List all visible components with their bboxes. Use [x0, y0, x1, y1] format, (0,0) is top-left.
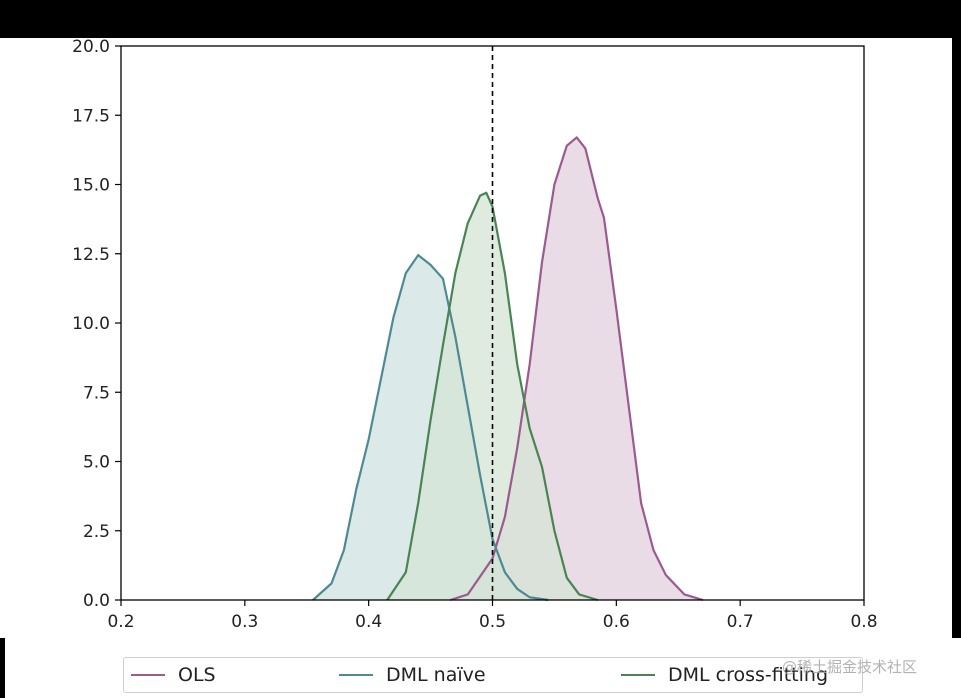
right-black-bar: [952, 38, 961, 638]
y-tick-label: 20.0: [72, 37, 110, 57]
y-tick-label: 10.0: [72, 314, 110, 334]
y-tick-label: 15.0: [72, 176, 110, 196]
series-line-ols: [450, 136, 704, 602]
top-black-bar: [0, 0, 961, 38]
bottom-left-black-bar: [0, 638, 5, 698]
x-tick-label: 0.7: [727, 612, 754, 632]
y-tick-label: 7.5: [83, 383, 110, 403]
x-tick-label: 0.4: [355, 612, 382, 632]
y-tick-label: 17.5: [72, 106, 110, 126]
legend-swatch-dml-cross-fitting: [621, 674, 655, 676]
y-tick-label: 5.0: [83, 453, 110, 473]
series-line-dml-na-ve: [312, 254, 549, 602]
legend-item-dml-cross-fitting: DML cross-fitting: [621, 664, 828, 686]
legend-item-ols: OLS: [131, 664, 216, 686]
x-tick-label: 0.5: [479, 612, 506, 632]
legend-swatch-dml-naive: [339, 674, 373, 676]
y-tick-label: 2.5: [83, 522, 110, 542]
legend: OLS DML naïve DML cross-fitting: [123, 657, 863, 693]
legend-item-dml-naive: DML naïve: [339, 664, 486, 686]
y-tick-label: 12.5: [72, 245, 110, 265]
series-line-dml-cross-fitting: [386, 191, 599, 602]
legend-label-ols: OLS: [178, 664, 216, 686]
legend-label-dml-naive: DML naïve: [386, 664, 486, 686]
x-tick-label: 0.2: [107, 612, 134, 632]
x-tick-label: 0.6: [603, 612, 630, 632]
watermark: @稀土掘金技术社区: [782, 658, 918, 676]
x-tick-label: 0.3: [231, 612, 258, 632]
x-tick-label: 0.8: [850, 612, 877, 632]
legend-swatch-ols: [131, 674, 165, 676]
y-tick-label: 0.0: [83, 591, 110, 611]
series-area-dml-cross-fitting: [387, 192, 598, 600]
legend-label-dml-cross-fitting: DML cross-fitting: [668, 664, 829, 686]
